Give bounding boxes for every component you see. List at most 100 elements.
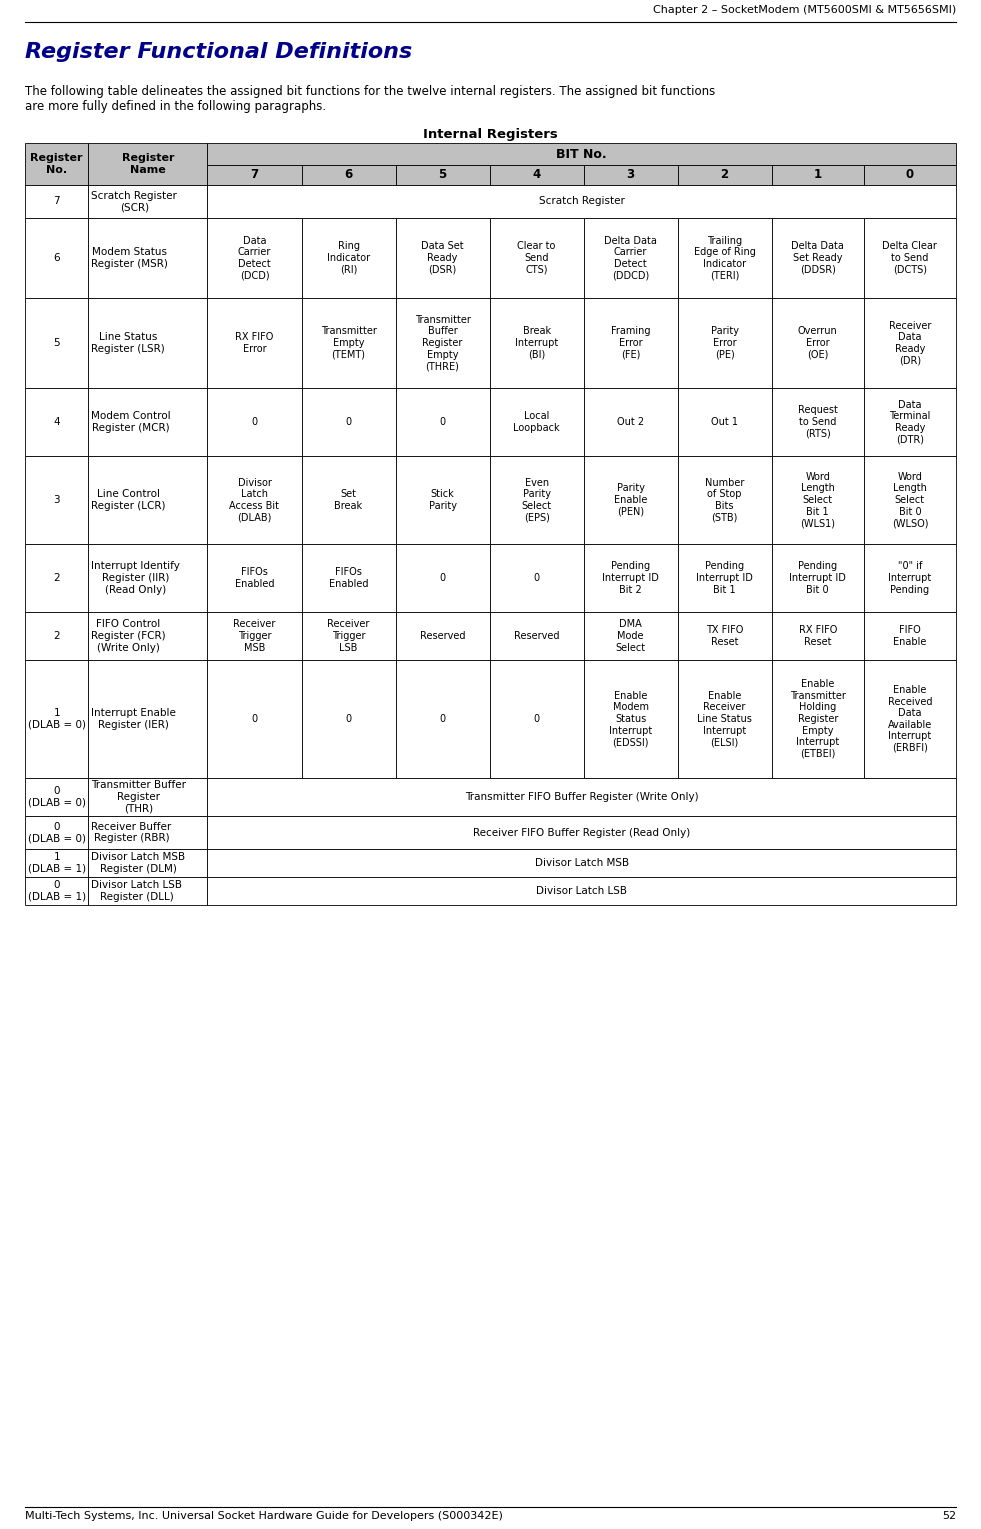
Bar: [88, 388, 207, 456]
Text: Data
Terminal
Ready
(DTR): Data Terminal Ready (DTR): [889, 399, 931, 445]
Bar: [584, 165, 678, 185]
Bar: [678, 388, 772, 456]
Text: Receiver Buffer
Register (RBR): Receiver Buffer Register (RBR): [91, 821, 172, 844]
Bar: [207, 849, 956, 878]
Text: TX FIFO
Reset: TX FIFO Reset: [706, 625, 744, 647]
Bar: [772, 612, 864, 661]
Text: 7: 7: [53, 197, 60, 206]
Text: Data Set
Ready
(DSR): Data Set Ready (DSR): [421, 242, 464, 275]
Bar: [772, 388, 864, 456]
Text: Stick
Parity: Stick Parity: [429, 489, 456, 511]
Bar: [395, 612, 490, 661]
Bar: [772, 456, 864, 544]
Text: Parity
Error
(PE): Parity Error (PE): [710, 326, 739, 359]
Text: 0
(DLAB = 0): 0 (DLAB = 0): [27, 821, 85, 844]
Text: Request
to Send
(RTS): Request to Send (RTS): [798, 405, 838, 439]
Text: Modem Control
Register (MCR): Modem Control Register (MCR): [91, 411, 171, 433]
Text: Delta Clear
to Send
(DCTS): Delta Clear to Send (DCTS): [883, 242, 938, 275]
Text: Delta Data
Carrier
Detect
(DDCD): Delta Data Carrier Detect (DDCD): [604, 235, 657, 280]
Bar: [678, 219, 772, 298]
Text: Receiver
Trigger
LSB: Receiver Trigger LSB: [328, 619, 370, 653]
Text: 6: 6: [53, 252, 60, 263]
Bar: [207, 778, 956, 816]
Text: 2: 2: [721, 168, 729, 182]
Text: 0: 0: [251, 714, 258, 725]
Text: FIFOs
Enabled: FIFOs Enabled: [329, 567, 368, 589]
Text: 0
(DLAB = 1): 0 (DLAB = 1): [27, 881, 85, 902]
Text: Internal Registers: Internal Registers: [423, 128, 557, 141]
Bar: [490, 298, 584, 388]
Text: 0: 0: [439, 714, 445, 725]
Bar: [207, 219, 301, 298]
Text: Pending
Interrupt ID
Bit 0: Pending Interrupt ID Bit 0: [790, 561, 847, 595]
Text: 1
(DLAB = 1): 1 (DLAB = 1): [27, 852, 85, 873]
Bar: [207, 544, 301, 612]
Bar: [25, 661, 88, 778]
Text: Word
Length
Select
Bit 1
(WLS1): Word Length Select Bit 1 (WLS1): [800, 472, 835, 528]
Bar: [864, 544, 956, 612]
Text: Transmitter
Buffer
Register
Empty
(THRE): Transmitter Buffer Register Empty (THRE): [415, 315, 471, 372]
Text: 4: 4: [533, 168, 541, 182]
Bar: [864, 612, 956, 661]
Text: Register Functional Definitions: Register Functional Definitions: [25, 41, 412, 63]
Text: Divisor Latch LSB
Register (DLL): Divisor Latch LSB Register (DLL): [91, 881, 182, 902]
Bar: [88, 544, 207, 612]
Text: Line Control
Register (LCR): Line Control Register (LCR): [91, 489, 166, 511]
Text: Receiver
Trigger
MSB: Receiver Trigger MSB: [233, 619, 276, 653]
Text: Even
Parity
Select
(EPS): Even Parity Select (EPS): [522, 477, 551, 523]
Bar: [25, 544, 88, 612]
Bar: [301, 661, 395, 778]
Text: Receiver
Data
Ready
(DR): Receiver Data Ready (DR): [889, 321, 931, 365]
Text: FIFO
Enable: FIFO Enable: [894, 625, 927, 647]
Bar: [207, 185, 956, 219]
Bar: [584, 298, 678, 388]
Text: Pending
Interrupt ID
Bit 1: Pending Interrupt ID Bit 1: [697, 561, 753, 595]
Bar: [207, 144, 956, 165]
Bar: [301, 219, 395, 298]
Bar: [88, 878, 207, 905]
Text: The following table delineates the assigned bit functions for the twelve interna: The following table delineates the assig…: [25, 86, 715, 113]
Bar: [772, 219, 864, 298]
Bar: [207, 661, 301, 778]
Text: 7: 7: [250, 168, 259, 182]
Text: RX FIFO
Error: RX FIFO Error: [235, 332, 274, 353]
Bar: [772, 544, 864, 612]
Bar: [864, 298, 956, 388]
Text: FIFO Control
Register (FCR)
(Write Only): FIFO Control Register (FCR) (Write Only): [91, 619, 166, 653]
Text: 1
(DLAB = 0): 1 (DLAB = 0): [27, 708, 85, 729]
Text: Break
Interrupt
(BI): Break Interrupt (BI): [515, 326, 558, 359]
Text: Overrun
Error
(OE): Overrun Error (OE): [798, 326, 838, 359]
Text: Local
Loopback: Local Loopback: [513, 411, 560, 433]
Bar: [490, 612, 584, 661]
Bar: [584, 544, 678, 612]
Bar: [395, 544, 490, 612]
Bar: [88, 456, 207, 544]
Text: 4: 4: [53, 417, 60, 427]
Bar: [25, 849, 88, 878]
Text: Parity
Enable
(PEN): Parity Enable (PEN): [614, 483, 647, 517]
Bar: [301, 612, 395, 661]
Text: Modem Status
Register (MSR): Modem Status Register (MSR): [91, 248, 168, 269]
Bar: [207, 165, 301, 185]
Text: Register
Name: Register Name: [122, 153, 175, 174]
Text: 5: 5: [53, 338, 60, 349]
Bar: [207, 878, 956, 905]
Bar: [25, 388, 88, 456]
Text: 0: 0: [439, 417, 445, 427]
Bar: [88, 612, 207, 661]
Bar: [301, 165, 395, 185]
Text: Enable
Transmitter
Holding
Register
Empty
Interrupt
(ETBEI): Enable Transmitter Holding Register Empt…: [790, 679, 846, 758]
Text: Framing
Error
(FE): Framing Error (FE): [611, 326, 650, 359]
Text: Trailing
Edge of Ring
Indicator
(TERI): Trailing Edge of Ring Indicator (TERI): [694, 235, 755, 280]
Text: "0" if
Interrupt
Pending: "0" if Interrupt Pending: [888, 561, 932, 595]
Text: 3: 3: [627, 168, 635, 182]
Text: Divisor Latch LSB: Divisor Latch LSB: [537, 885, 627, 896]
Text: Data
Carrier
Detect
(DCD): Data Carrier Detect (DCD): [237, 235, 271, 280]
Bar: [584, 456, 678, 544]
Bar: [678, 544, 772, 612]
Text: 0: 0: [439, 573, 445, 583]
Text: 0: 0: [251, 417, 258, 427]
Bar: [678, 165, 772, 185]
Bar: [207, 456, 301, 544]
Bar: [772, 661, 864, 778]
